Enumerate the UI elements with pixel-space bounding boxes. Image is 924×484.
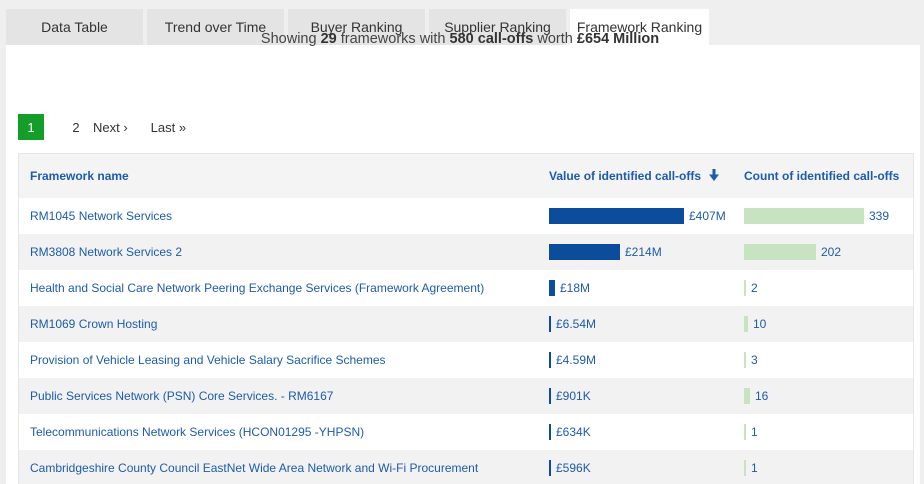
count-label: 339 [869,209,890,223]
count-label: 16 [755,389,769,403]
count-label: 1 [751,425,758,439]
count-bar [744,460,746,476]
table-row: Health and Social Care Network Peering E… [19,270,913,306]
table-row: RM1069 Crown Hosting £6.54M 10 [19,306,913,342]
next-page-button[interactable]: Next › [93,119,128,135]
table-row: Telecommunications Network Services (HCO… [19,414,913,450]
table-row: Public Services Network (PSN) Core Servi… [19,378,913,414]
calloff-count: 580 call-offs [449,31,534,47]
pagination: 1 2 Next › Last » [18,114,186,140]
column-header-value[interactable]: Value of identified call-offs [549,169,720,184]
summary-text: worth [533,31,577,47]
tab-label: Trend over Time [164,19,267,35]
framework-name-link[interactable]: Telecommunications Network Services (HCO… [30,425,365,439]
table-row: Provision of Vehicle Leasing and Vehicle… [19,342,913,378]
value-label: £18M [560,281,591,295]
framework-name-link[interactable]: Public Services Network (PSN) Core Servi… [30,389,334,403]
value-bar [549,244,620,260]
framework-ranking-table: Framework name Value of identified call-… [18,153,914,484]
framework-name-link[interactable]: RM1069 Crown Hosting [30,317,158,331]
count-bar [744,244,816,260]
column-header-value-label: Value of identified call-offs [549,169,702,183]
tab-buyer-ranking[interactable]: Buyer Ranking [288,9,425,45]
count-label: 3 [751,353,758,367]
summary-text: frameworks with [336,31,450,47]
value-label: £4.59M [556,353,597,367]
tab-label: Data Table [41,19,108,35]
value-label: £596K [556,461,591,475]
tab-trend-over-time[interactable]: Trend over Time [147,9,284,45]
framework-name-link[interactable]: RM3808 Network Services 2 [30,245,183,259]
column-header-framework-name[interactable]: Framework name [30,169,129,183]
page-2-button[interactable]: 2 [72,119,80,135]
tab-data-table[interactable]: Data Table [6,9,143,45]
tab-label: Supplier Ranking [444,19,551,35]
tab-label: Framework Ranking [576,19,703,35]
tab-framework-ranking[interactable]: Framework Ranking [570,9,709,45]
value-bar [549,424,551,440]
column-header-count[interactable]: Count of identified call-offs [744,169,900,183]
table-row: RM3808 Network Services 2 £214M 202 [19,234,913,270]
value-bar [549,352,551,368]
last-page-button[interactable]: Last » [150,119,187,135]
page-1-button[interactable]: 1 [18,114,44,140]
table-body: RM1045 Network Services £407M 339 RM3808 Ne… [19,198,913,484]
value-label: £407M [689,209,726,223]
count-label: 202 [821,245,842,259]
summary-prefix: Showing [260,31,321,47]
value-bar [549,280,555,296]
tab-label: Buyer Ranking [310,19,403,35]
tab-bar: Data Table Trend over Time Buyer Ranking… [6,9,713,45]
count-bar [744,352,746,368]
count-label: 10 [753,317,767,331]
value-bar [549,388,551,404]
value-label: £214M [625,245,662,259]
table-header: Framework name Value of identified call-… [19,154,913,198]
arrow-down-icon [709,169,720,184]
framework-name-link[interactable]: RM1045 Network Services [30,209,173,223]
framework-name-link[interactable]: Health and Social Care Network Peering E… [30,281,485,295]
table-row: Cambridgeshire County Council EastNet Wi… [19,450,913,484]
framework-name-link[interactable]: Cambridgeshire County Council EastNet Wi… [30,461,479,475]
value-bar [549,316,551,332]
tab-supplier-ranking[interactable]: Supplier Ranking [429,9,566,45]
count-bar [744,424,746,440]
results-summary: Showing 29 frameworks with 580 call-offs… [0,31,920,47]
total-value: £654 Million [576,31,660,47]
count-bar [744,316,748,332]
value-label: £634K [556,425,591,439]
count-label: 1 [751,461,758,475]
value-label: £901K [556,389,591,403]
count-bar [744,280,746,296]
framework-name-link[interactable]: Provision of Vehicle Leasing and Vehicle… [30,353,386,367]
framework-count: 29 [320,31,337,47]
count-label: 2 [751,281,758,295]
value-label: £6.54M [556,317,597,331]
value-bar [549,460,551,476]
count-bar [744,208,864,224]
value-bar [549,208,684,224]
count-bar [744,388,750,404]
table-row: RM1045 Network Services £407M 339 [19,198,913,234]
